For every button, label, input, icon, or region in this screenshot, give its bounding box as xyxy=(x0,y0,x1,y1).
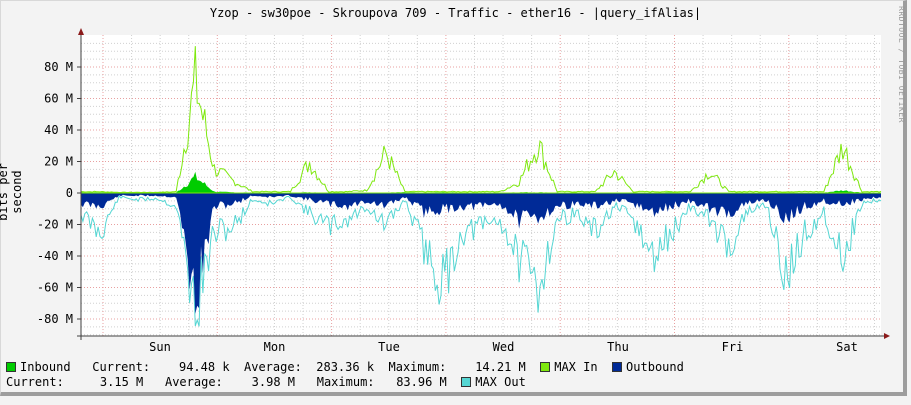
traffic-chart: 80 M 60 M 40 M 20 M 0 -20 M -40 M -60 M -80 M Sun… xyxy=(37,28,890,354)
outbound-average-label: Average: xyxy=(164,375,223,389)
x-tick-label: Sat xyxy=(836,340,858,354)
legend-max-out-label: MAX Out xyxy=(475,375,526,389)
x-tick-label: Thu xyxy=(607,340,629,354)
legend: Inbound Current: 94.48 k Average: 283.36… xyxy=(0,360,684,405)
y-tick-label: 0 xyxy=(66,186,73,200)
max-out-swatch-icon xyxy=(461,377,472,387)
outbound-maximum-label: Maximum: xyxy=(316,375,375,389)
data-series xyxy=(80,46,882,327)
max-in-swatch-icon xyxy=(540,362,551,372)
y-tick-label: -40 M xyxy=(37,249,73,263)
x-axis-arrow-icon xyxy=(884,333,890,339)
legend-row-inbound: Inbound Current: 94.48 k Average: 283.36… xyxy=(6,360,684,375)
inbound-current-label: Current: xyxy=(92,360,151,374)
y-tick-label: -80 M xyxy=(37,312,73,326)
outbound-area xyxy=(81,193,881,314)
x-tick-label: Mon xyxy=(264,340,286,354)
outbound-current-value: 3.15 M xyxy=(99,375,144,389)
x-tick-label: Wed xyxy=(493,340,515,354)
rrdtool-watermark: RRDTOOL / TOBI OETIKER xyxy=(897,6,906,123)
outbound-average-value: 3.98 M xyxy=(251,375,296,389)
tick-labels: 80 M 60 M 40 M 20 M 0 -20 M -40 M -60 M -80 M Sun… xyxy=(37,60,858,354)
legend-inbound-label: Inbound xyxy=(20,360,71,374)
y-tick-label: 20 M xyxy=(44,155,73,169)
outbound-maximum-value: 83.96 M xyxy=(396,375,447,389)
graph-frame xyxy=(0,0,907,396)
y-tick-label: 80 M xyxy=(44,60,73,74)
max-out-line xyxy=(80,194,882,327)
x-tick-label: Fri xyxy=(722,340,744,354)
outbound-current-label: Current: xyxy=(6,375,64,389)
outbound-swatch-icon xyxy=(612,362,623,372)
inbound-average-value: 283.36 k xyxy=(316,360,375,374)
y-tick-label: 40 M xyxy=(44,123,73,137)
y-tick-label: -60 M xyxy=(37,281,73,295)
axes xyxy=(77,28,890,340)
x-tick-label: Sun xyxy=(149,340,171,354)
legend-max-in-label: MAX In xyxy=(554,360,598,374)
max-in-line xyxy=(80,46,882,194)
y-axis-arrow-icon xyxy=(78,28,84,35)
y-tick-label: -20 M xyxy=(37,218,73,232)
inbound-maximum-label: Maximum: xyxy=(388,360,447,374)
inbound-maximum-value: 14.21 M xyxy=(475,360,526,374)
graph-title: Yzop - sw30poe - Skroupova 709 - Traffic… xyxy=(209,6,702,20)
inbound-average-label: Average: xyxy=(244,360,302,374)
inbound-swatch-icon xyxy=(6,362,16,372)
x-tick-label: Tue xyxy=(378,340,400,354)
legend-outbound-label: Outbound xyxy=(626,360,684,374)
legend-row-outbound: Current: 3.15 M Average: 3.98 M Maximum:… xyxy=(6,375,526,390)
inbound-current-value: 94.48 k xyxy=(178,360,230,374)
y-tick-label: 60 M xyxy=(44,92,73,106)
